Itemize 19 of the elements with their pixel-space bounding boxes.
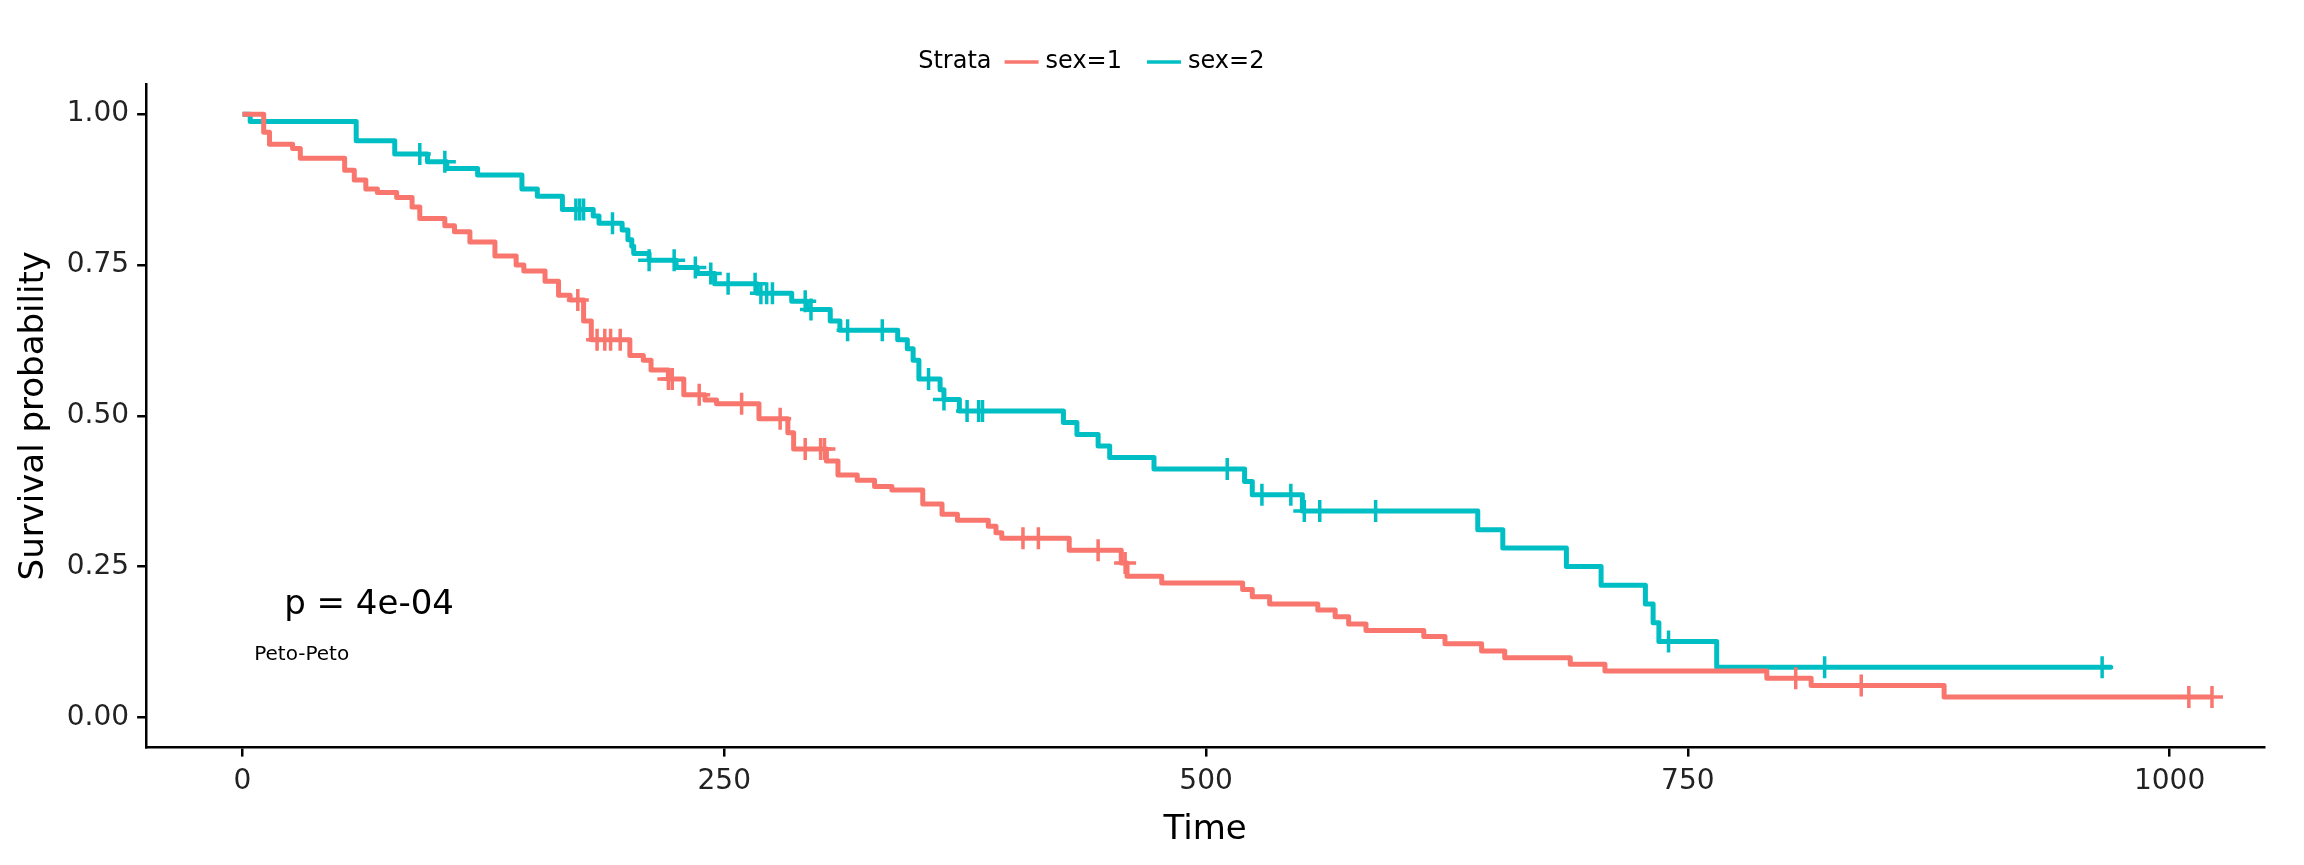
annotation: Peto-Peto	[254, 640, 350, 665]
point	[1114, 552, 1137, 574]
x-tick-label: 0	[233, 762, 252, 796]
y-tick-label: 0.25	[66, 547, 130, 581]
annotation: p = 4e-04	[284, 581, 454, 622]
y-tick-label: 0.00	[66, 698, 130, 732]
point	[566, 288, 589, 311]
y-axis-title: Survival probability	[11, 251, 52, 581]
legend-label: sex=1	[1045, 46, 1123, 75]
x-tick-label: 1000	[2133, 762, 2206, 796]
x-tick-label: 750	[1661, 762, 1715, 796]
x-tick-label: 500	[1179, 762, 1233, 796]
y-tick-label: 1.00	[66, 95, 130, 129]
y-tick-label: 0.75	[66, 246, 130, 280]
legend-label: sex=2	[1188, 46, 1265, 75]
x-tick-label: 250	[697, 762, 751, 796]
y-tick-label: 0.50	[66, 397, 130, 431]
x-axis-title: Time	[1162, 807, 1247, 848]
legend-title: Strata	[918, 46, 992, 75]
